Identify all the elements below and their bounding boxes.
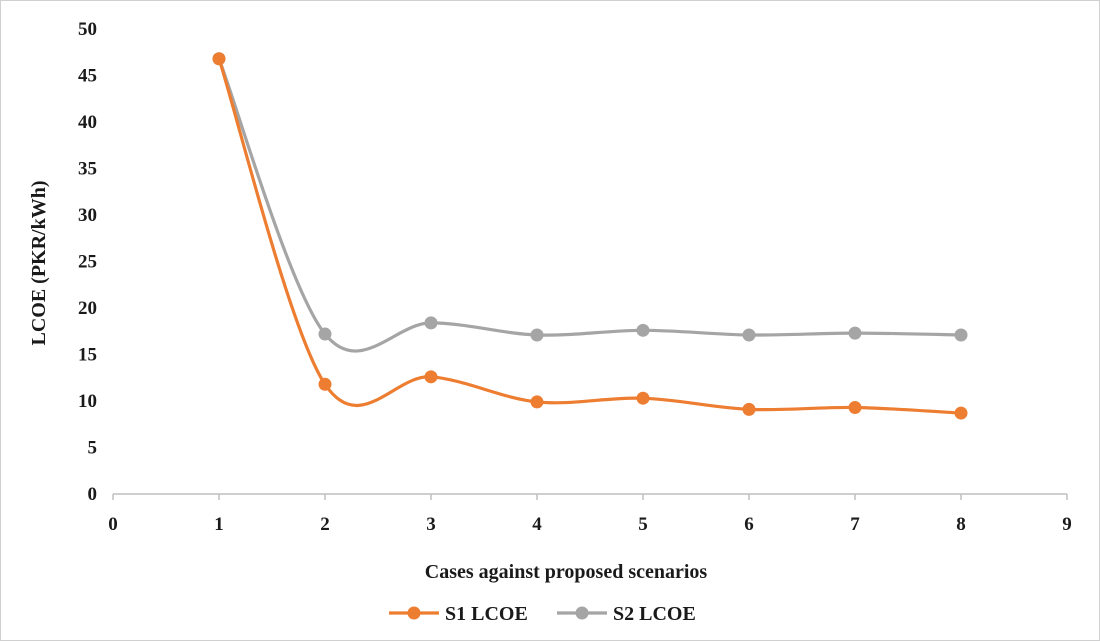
data-point (212, 52, 226, 66)
series-layer (212, 52, 968, 420)
y-tick-label: 40 (78, 112, 97, 133)
legend-item: S1 LCOE (389, 603, 528, 625)
x-axis-title: Cases against proposed scenarios (425, 561, 708, 583)
x-tick-label: 0 (108, 514, 118, 535)
y-tick-label: 15 (78, 345, 97, 366)
x-tick-label: 9 (1062, 514, 1072, 535)
data-point (636, 323, 650, 337)
data-point (954, 328, 968, 342)
y-tick-label: 20 (78, 298, 97, 319)
y-tick-label: 30 (78, 205, 97, 226)
data-point (530, 395, 544, 409)
x-tick-label: 5 (638, 514, 648, 535)
x-tick-label: 1 (214, 514, 224, 535)
y-tick-label: 25 (78, 252, 97, 273)
series-line (217, 58, 962, 415)
legend-label: S2 LCOE (613, 603, 696, 625)
x-tick-label: 6 (744, 514, 754, 535)
data-point (742, 402, 756, 416)
data-point (530, 328, 544, 342)
x-tick-label: 4 (532, 514, 542, 535)
y-axis-title: LCOE (PKR/kWh) (28, 180, 50, 345)
y-tick-label: 35 (78, 159, 97, 180)
series-line (217, 58, 962, 353)
legend-marker (575, 606, 589, 620)
data-point (318, 327, 332, 341)
series-s1-lcoe (212, 52, 968, 420)
y-tick-label: 5 (88, 438, 98, 459)
y-tick-label: 0 (88, 484, 98, 505)
x-tick-label: 8 (956, 514, 966, 535)
y-tick-label: 10 (78, 391, 97, 412)
data-point (954, 406, 968, 420)
data-point (424, 370, 438, 384)
y-tick-label: 45 (78, 66, 97, 87)
legend: S1 LCOE S2 LCOE (389, 603, 696, 625)
data-point (318, 377, 332, 391)
legend-label: S1 LCOE (445, 603, 528, 625)
data-point (742, 328, 756, 342)
x-tick-label: 2 (320, 514, 330, 535)
legend-marker (407, 606, 421, 620)
x-tick-label: 3 (426, 514, 436, 535)
data-point (636, 391, 650, 405)
legend-item: S2 LCOE (557, 603, 696, 625)
y-tick-label: 50 (78, 19, 97, 40)
data-point (848, 401, 862, 415)
series-s2-lcoe (212, 52, 968, 353)
x-tick-label: 7 (850, 514, 860, 535)
data-point (848, 326, 862, 340)
data-point (424, 316, 438, 330)
